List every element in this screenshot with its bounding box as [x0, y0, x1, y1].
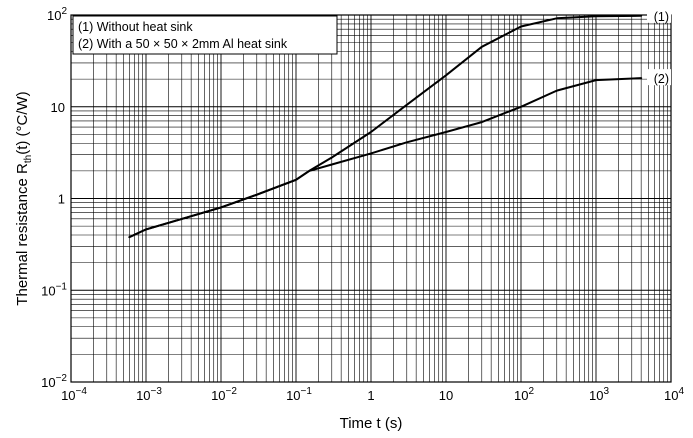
x-tick-label: 104 [664, 386, 684, 403]
plot-frame [70, 14, 672, 383]
x-axis-label: Time t (s) [340, 415, 403, 432]
y-axis-label-subscript: th [23, 155, 34, 163]
x-tick-label: 10 [439, 388, 453, 403]
series-1-label-bg [647, 6, 671, 23]
y-axis-label-prefix: Thermal resistance R [14, 163, 31, 306]
legend-entry-1: (1) Without heat sink [78, 20, 193, 34]
series-2-label-bg [647, 69, 671, 86]
curve-labels: (1) (2) [647, 6, 671, 86]
x-tick-label: 102 [514, 386, 534, 403]
legend: (1) Without heat sink (2) With a 50 × 50… [72, 15, 338, 55]
x-tick-label: 10−2 [211, 386, 237, 403]
y-tick-label: 10−2 [41, 373, 67, 390]
series-2-label: (2) [654, 72, 669, 86]
y-tick-label: 10−1 [41, 281, 67, 298]
legend-box [72, 15, 338, 55]
x-tick-label: 103 [589, 386, 609, 403]
legend-entry-2: (2) With a 50 × 50 × 2mm Al heat sink [78, 37, 288, 51]
y-axis-label: Thermal resistance Rth(t) (°C/W) [14, 91, 34, 305]
series-1-label: (1) [654, 10, 669, 24]
x-tick-label: 10−3 [136, 386, 162, 403]
y-tick-label: 1 [58, 192, 65, 207]
x-tick-label: 10−1 [286, 386, 312, 403]
x-tick-label: 1 [367, 388, 374, 403]
y-tick-labels: 10−2 10−1 1 10 102 [41, 6, 67, 390]
curves [128, 14, 643, 239]
series-2-line [128, 77, 643, 239]
x-tick-label: 10−4 [61, 386, 87, 403]
y-tick-label: 10 [51, 100, 65, 115]
x-tick-labels: 10−4 10−3 10−2 10−1 1 10 102 103 104 [61, 386, 684, 403]
y-tick-label: 102 [47, 6, 67, 23]
y-axis-label-suffix: (t) (°C/W) [14, 91, 31, 154]
